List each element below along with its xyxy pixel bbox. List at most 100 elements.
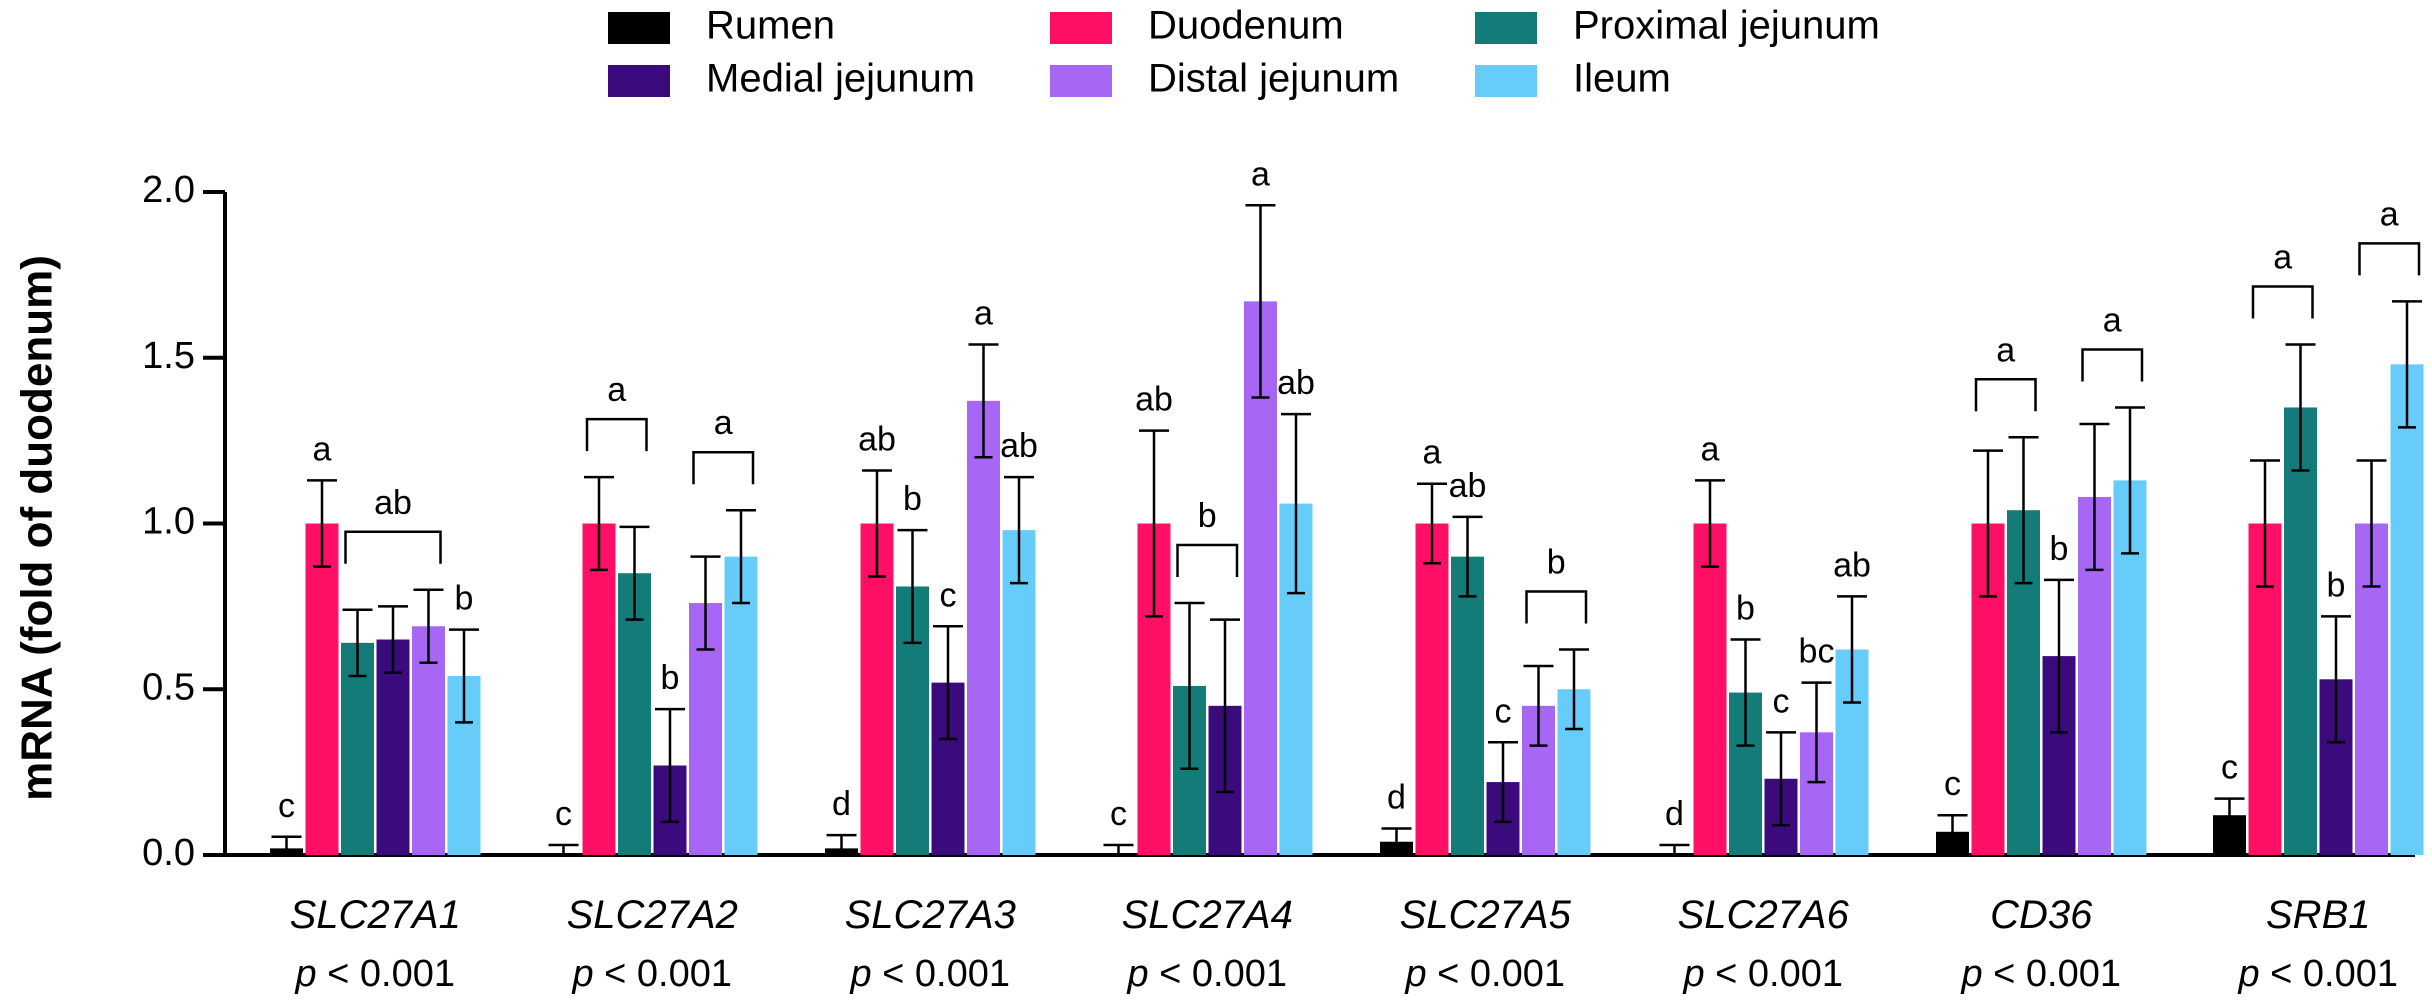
bar — [341, 642, 374, 855]
p-value-text: < 0.001 — [872, 953, 1010, 995]
significance-letter: a — [974, 294, 993, 332]
bar — [376, 639, 410, 855]
y-tick-label: 0.0 — [142, 832, 195, 874]
significance-letter: c — [1944, 765, 1961, 803]
p-value-label: p < 0.001 — [1682, 953, 1843, 995]
p-value-symbol: p — [2237, 953, 2259, 995]
p-value-text: < 0.001 — [317, 953, 455, 995]
legend-label: Rumen — [706, 4, 835, 48]
significance-bracket-label: a — [2380, 195, 2399, 233]
p-value-text: < 0.001 — [594, 953, 732, 995]
x-tick-label: SLC27A1 — [290, 893, 461, 937]
significance-bracket-label: b — [1547, 543, 1566, 581]
p-value-text: < 0.001 — [2260, 953, 2398, 995]
p-value-symbol: p — [1960, 953, 1982, 995]
x-tick-label: SLC27A6 — [1678, 893, 1850, 937]
p-value-label: p < 0.001 — [2237, 953, 2398, 995]
y-tick-label: 2.0 — [142, 169, 195, 211]
x-tick-label: CD36 — [1990, 893, 2093, 937]
legend-swatch — [1050, 12, 1112, 44]
bar — [724, 556, 758, 855]
significance-bracket-label: ab — [374, 484, 412, 522]
x-tick-label: SLC27A2 — [567, 893, 738, 937]
x-tick-label: SRB1 — [2266, 893, 2371, 937]
p-value-text: < 0.001 — [1149, 953, 1287, 995]
significance-letter: ab — [1449, 467, 1487, 505]
significance-bracket — [2251, 285, 2314, 319]
significance-letter: c — [1110, 795, 1127, 833]
significance-letter: c — [278, 787, 295, 825]
significance-letter: d — [1665, 795, 1684, 833]
p-value-text: < 0.001 — [1705, 953, 1843, 995]
legend-swatch — [608, 65, 670, 97]
significance-letter: b — [455, 580, 474, 618]
significance-bracket — [1525, 590, 1588, 624]
bar — [1415, 523, 1449, 855]
significance-letter: a — [1423, 434, 1442, 472]
significance-bracket — [585, 417, 648, 452]
significance-bracket-label: b — [1198, 497, 1217, 535]
bar — [1693, 523, 1727, 855]
x-tick-label: SLC27A3 — [845, 893, 1016, 937]
significance-bracket-label: a — [714, 404, 733, 442]
p-value-symbol: p — [1404, 953, 1426, 995]
significance-letter: c — [1495, 692, 1512, 730]
p-value-symbol: p — [571, 953, 593, 995]
legend-swatch — [1475, 65, 1537, 97]
bar — [582, 523, 616, 855]
p-value-symbol: p — [1682, 953, 1704, 995]
significance-bracket — [692, 450, 755, 485]
significance-bracket-label: a — [607, 371, 626, 409]
p-value-symbol: p — [1126, 953, 1148, 995]
x-tick-label: SLC27A5 — [1400, 893, 1572, 937]
legend-label: Proximal jejunum — [1573, 4, 1880, 48]
p-value-label: p < 0.001 — [571, 953, 732, 995]
bar — [305, 523, 339, 855]
significance-letter: b — [903, 480, 922, 518]
bar — [860, 523, 894, 855]
significance-letter: a — [1251, 155, 1270, 193]
significance-letter: d — [832, 785, 851, 823]
legend-label: Distal jejunum — [1148, 57, 1399, 101]
significance-letter: c — [1773, 682, 1790, 720]
legend-swatch — [1475, 12, 1537, 44]
significance-bracket — [2358, 242, 2421, 276]
significance-bracket — [1974, 378, 2037, 412]
bars: cababcbaadabbcaabcabaabbdaabcbdabcbcabcb… — [270, 155, 2424, 855]
p-value-label: p < 0.001 — [849, 953, 1010, 995]
y-tick-label: 1.5 — [142, 335, 195, 377]
significance-bracket-label: a — [2103, 301, 2122, 339]
p-value-text: < 0.001 — [1983, 953, 2121, 995]
y-tick-label: 1.0 — [142, 501, 195, 543]
legend-swatch — [1050, 65, 1112, 97]
significance-letter: a — [1701, 430, 1720, 468]
significance-letter: c — [940, 576, 957, 614]
significance-letter: ab — [1135, 381, 1173, 419]
bar — [2284, 407, 2317, 855]
x-axis-labels: SLC27A1 p < 0.001 SLC27A2 p < 0.001 SLC27A3 p… — [290, 893, 2398, 995]
significance-letter: c — [555, 795, 572, 833]
significance-bracket — [1176, 543, 1239, 578]
bar — [412, 626, 445, 855]
bar — [967, 400, 1000, 855]
significance-letter: b — [1736, 590, 1755, 628]
significance-letter: ab — [1000, 427, 1038, 465]
x-tick-label: SLC27A4 — [1122, 893, 1293, 937]
significance-letter: b — [2327, 566, 2346, 604]
significance-letter: a — [313, 430, 332, 468]
significance-bracket — [2081, 348, 2144, 382]
p-value-label: p < 0.001 — [1126, 953, 1287, 995]
legend: Rumen Duodenum Proximal jejunum Medial jeju… — [608, 4, 1880, 101]
significance-letter: bc — [1799, 633, 1835, 671]
p-value-label: p < 0.001 — [1960, 953, 2121, 995]
p-value-symbol: p — [849, 953, 871, 995]
significance-bracket — [344, 530, 442, 564]
y-axis-label: mRNA (fold of duodenum) — [13, 255, 62, 801]
y-tick-label: 0.5 — [142, 666, 195, 708]
legend-label: Ileum — [1573, 57, 1671, 101]
p-value-text: < 0.001 — [1427, 953, 1565, 995]
significance-letter: ab — [858, 420, 896, 458]
significance-letter: b — [661, 659, 680, 697]
